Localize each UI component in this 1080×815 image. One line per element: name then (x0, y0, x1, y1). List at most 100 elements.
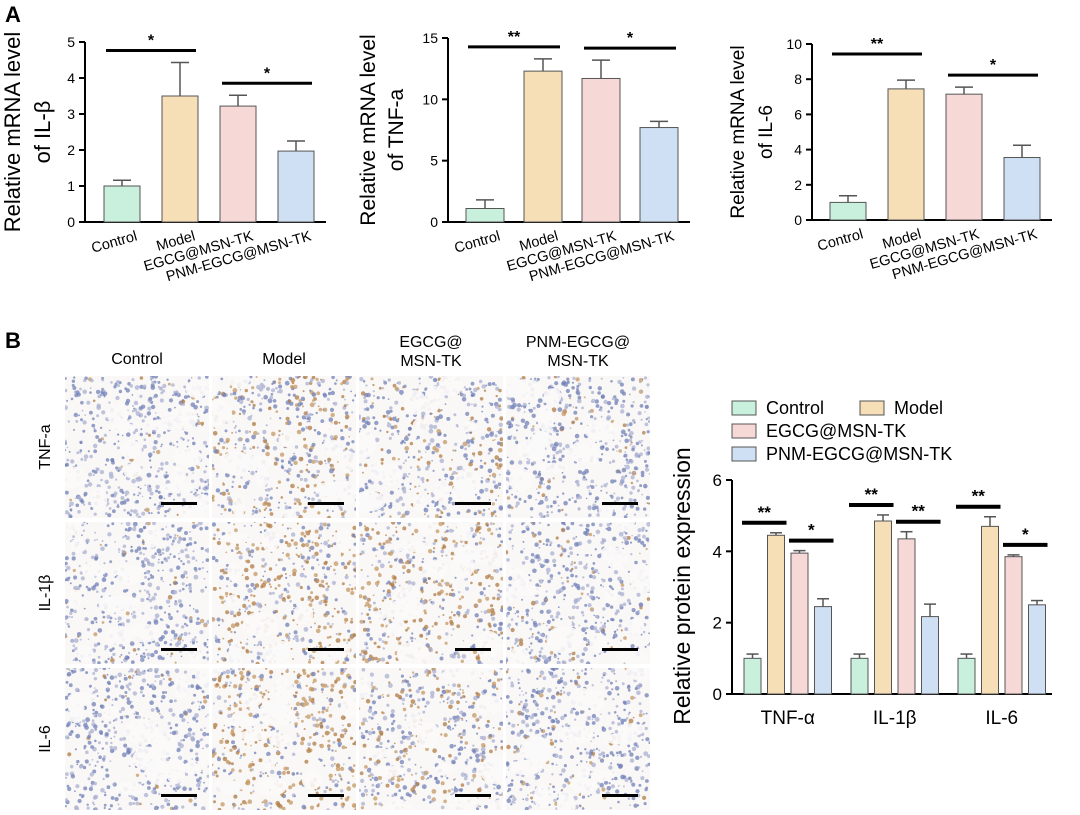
tissue-cell (318, 601, 323, 605)
tissue-cell (586, 485, 590, 489)
tissue-cell (198, 708, 201, 711)
tissue-cell (93, 668, 99, 673)
tissue-cell (556, 660, 561, 664)
tissue-cell (600, 415, 603, 418)
tissue-cell (520, 418, 526, 423)
tissue-cell (304, 496, 307, 499)
tissue-cell (397, 381, 402, 385)
tissue-cell (114, 617, 117, 620)
tissue-cell (622, 399, 626, 403)
tissue-cell (283, 535, 287, 538)
tissue-cell (441, 598, 445, 602)
tissue-cell (183, 395, 188, 399)
tissue-cell (65, 569, 68, 572)
tissue-cell (360, 391, 366, 396)
tissue-cell (340, 554, 343, 557)
tissue-cell (89, 772, 95, 777)
tissue-cell (71, 556, 76, 561)
tissue-cell (387, 378, 391, 382)
tissue-cell (153, 605, 159, 610)
significance-label: * (990, 57, 997, 74)
tissue-cell (320, 579, 325, 584)
tissue-cell (316, 558, 319, 562)
tissue-cell (69, 611, 73, 616)
alveolar-space (438, 376, 464, 397)
tissue-cell (444, 531, 447, 534)
tissue-cell (117, 384, 121, 388)
tissue-cell (645, 537, 650, 541)
tissue-cell (118, 389, 123, 394)
tissue-cell (490, 608, 495, 613)
tissue-cell (193, 405, 198, 410)
tissue-cell (432, 550, 435, 554)
tissue-cell (229, 610, 235, 615)
tissue-cell (596, 596, 599, 599)
tissue-cell (418, 566, 424, 571)
tissue-cell (564, 513, 568, 517)
tissue-cell (192, 608, 195, 610)
tissue-cell (359, 428, 362, 430)
tissue-cell (590, 415, 594, 419)
y-tick-label: 0 (713, 685, 722, 704)
tissue-cell (74, 464, 78, 467)
tissue-cell (405, 450, 409, 454)
tissue-cell (231, 410, 236, 415)
tissue-cell (225, 437, 230, 443)
tissue-cell (189, 748, 193, 753)
tissue-cell (494, 569, 499, 574)
tissue-cell (307, 539, 311, 544)
tissue-cell (173, 582, 176, 585)
tissue-cell (382, 396, 385, 400)
tissue-cell (153, 620, 159, 625)
tissue-cell (394, 581, 397, 584)
tissue-cell (82, 389, 87, 395)
tissue-cell (359, 414, 362, 418)
tissue-cell (606, 482, 609, 485)
tissue-cell (169, 553, 172, 556)
tissue-cell (88, 731, 92, 735)
tissue-cell (470, 416, 474, 421)
alveolar-space (435, 481, 451, 502)
tissue-cell (69, 501, 74, 507)
tissue-cell (346, 403, 349, 406)
tissue-cell (387, 655, 392, 660)
tissue-cell (156, 548, 162, 554)
tissue-cell (432, 377, 438, 383)
tissue-cell (206, 619, 209, 624)
tissue-cell (544, 497, 549, 502)
tissue-cell (380, 448, 384, 452)
tissue-cell (170, 629, 176, 635)
tissue-cell (648, 632, 650, 635)
alveolar-space (370, 610, 387, 621)
tissue-cell (578, 395, 581, 398)
tissue-cell (292, 658, 295, 660)
tissue-cell (95, 435, 99, 439)
tissue-cell (443, 545, 447, 549)
tissue-cell (212, 464, 215, 468)
tissue-cell (87, 735, 91, 739)
tissue-cell (212, 431, 218, 436)
tissue-cell (277, 506, 280, 509)
tissue-cell (458, 465, 463, 471)
tissue-cell (159, 679, 163, 684)
tissue-cell (643, 400, 647, 404)
tissue-cell (386, 592, 391, 598)
significance-label: ** (865, 485, 879, 504)
tissue-cell (298, 456, 304, 462)
tissue-cell (142, 553, 145, 556)
tissue-cell (333, 401, 338, 406)
tissue-cell (158, 467, 161, 470)
tissue-cell (147, 786, 151, 790)
tissue-cell (145, 648, 148, 651)
tissue-cell (264, 507, 268, 510)
alveolar-space (143, 526, 161, 548)
tissue-cell (79, 635, 81, 638)
tissue-cell (550, 577, 553, 580)
tissue-cell (543, 402, 546, 405)
row-label: IL-6 (37, 725, 54, 753)
tissue-cell (263, 379, 266, 382)
tissue-cell (620, 629, 623, 632)
tissue-cell (242, 412, 246, 416)
tissue-cell (520, 550, 524, 554)
tissue-cell (287, 467, 292, 472)
